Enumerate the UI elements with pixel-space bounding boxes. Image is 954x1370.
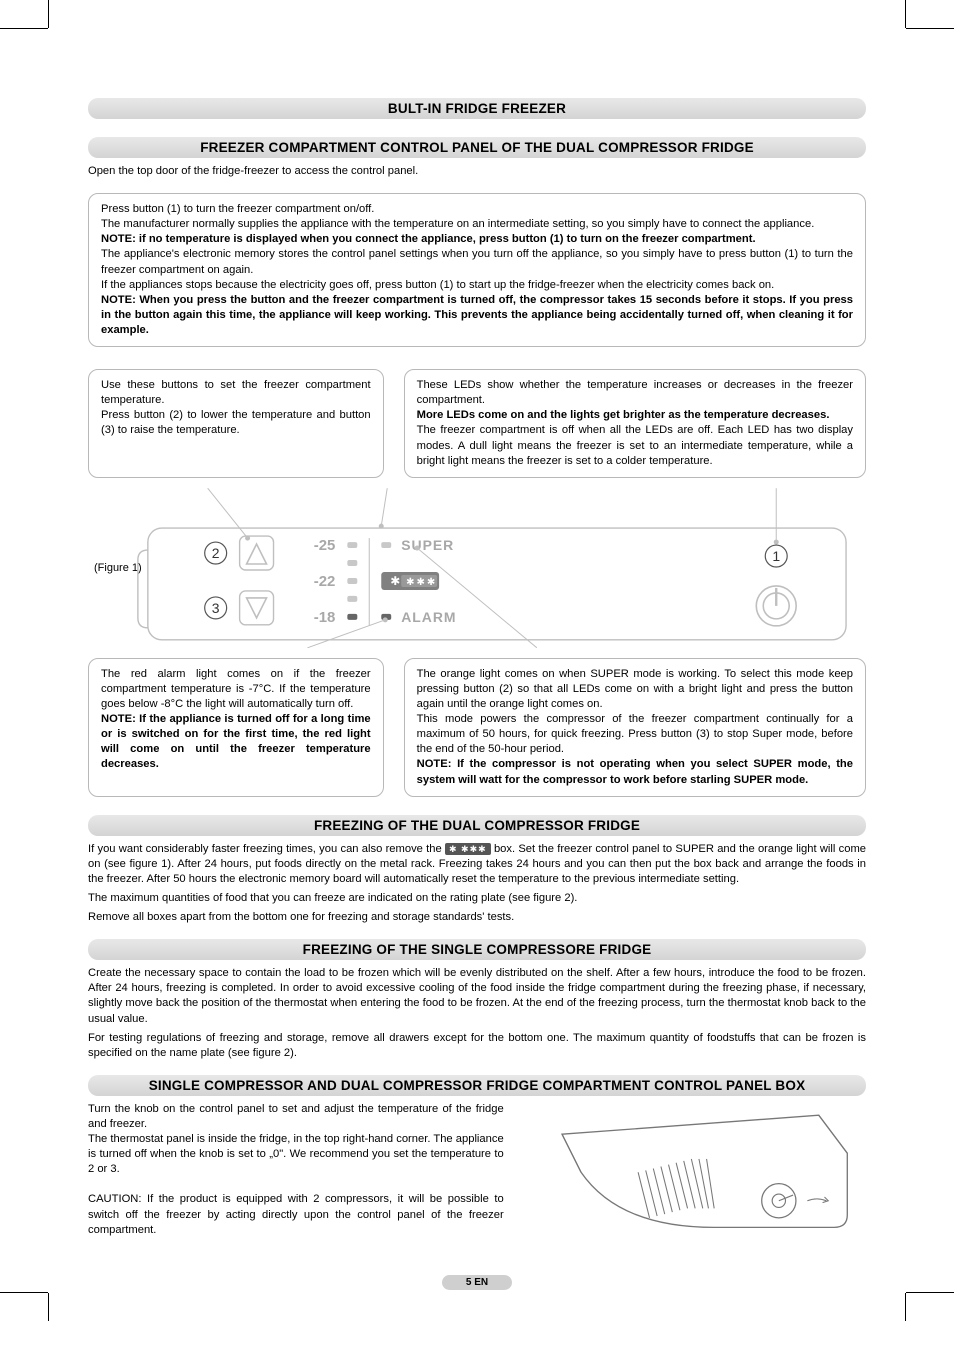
section3-p1: Create the necessary space to contain th… xyxy=(88,966,866,1026)
boxleft2-p2: NOTE: If the appliance is turned off for… xyxy=(101,713,371,770)
box-right-1: These LEDs show whether the temperature … xyxy=(404,369,866,478)
mainbox-note2: NOTE: When you press the button and the … xyxy=(101,294,853,336)
section2-title: FREEZING OF THE DUAL COMPRESSOR FRIDGE xyxy=(88,815,866,836)
super-label: SUPER xyxy=(401,537,454,553)
btn1-label: 1 xyxy=(772,548,780,564)
section4-text: Turn the knob on the control panel to se… xyxy=(88,1102,504,1257)
mainbox-p2: The manufacturer normally supplies the a… xyxy=(101,218,814,230)
mainbox-p1: Press button (1) to turn the freezer com… xyxy=(101,203,374,215)
control-panel-diagram: (Figure 1) 2 3 -25 -22 -18 xyxy=(88,488,866,648)
section3-p2: For testing regulations of freezing and … xyxy=(88,1031,866,1061)
header-title: BULT-IN FRIDGE FREEZER xyxy=(88,98,866,119)
knob-diagram xyxy=(524,1102,866,1257)
section4-p3: CAUTION: If the product is equipped with… xyxy=(88,1192,504,1237)
btn2-label: 2 xyxy=(212,545,220,561)
section4-p2: The thermostat panel is inside the fridg… xyxy=(88,1132,504,1177)
svg-text:✱✱✱: ✱✱✱ xyxy=(406,577,437,588)
section3-title: FREEZING OF THE SINGLE COMPRESSORE FRIDG… xyxy=(88,939,866,960)
stars-icon: ✱ ✱✱✱ xyxy=(445,843,491,855)
boxleft1-p1: Use these buttons to set the freezer com… xyxy=(101,379,371,406)
section2-p3: Remove all boxes apart from the bottom o… xyxy=(88,910,866,925)
alarm-label: ALARM xyxy=(401,609,456,625)
temp-25: -25 xyxy=(314,537,336,554)
page: BULT-IN FRIDGE FREEZER FREEZER COMPARTME… xyxy=(32,40,922,1330)
section2-p1: If you want considerably faster freezing… xyxy=(88,842,866,887)
box-left-2: The red alarm light comes on if the free… xyxy=(88,658,384,797)
main-info-box: Press button (1) to turn the freezer com… xyxy=(88,193,866,347)
temp-22: -22 xyxy=(314,573,336,590)
section2-p2: The maximum quantities of food that you … xyxy=(88,891,866,906)
thermostat-svg xyxy=(524,1102,866,1252)
boxright1-p3: The freezer compartment is off when all … xyxy=(417,424,853,466)
boxleft2-p1: The red alarm light comes on if the free… xyxy=(101,668,371,710)
section4-p1: Turn the knob on the control panel to se… xyxy=(88,1102,504,1132)
page-number: 5 EN xyxy=(442,1275,512,1290)
temp-18: -18 xyxy=(314,609,336,626)
mainbox-p4: If the appliances stops because the elec… xyxy=(101,279,774,291)
section4-title: SINGLE COMPRESSOR AND DUAL COMPRESSOR FR… xyxy=(88,1075,866,1096)
diagram-svg: 2 3 -25 -22 -18 SUPER xyxy=(88,488,866,648)
box-right-2: The orange light comes on when SUPER mod… xyxy=(404,658,866,797)
section1-intro: Open the top door of the fridge-freezer … xyxy=(88,164,866,179)
boxleft1-p2: Press button (2) to lower the temperatur… xyxy=(101,409,371,436)
mainbox-note1: NOTE: if no temperature is displayed whe… xyxy=(101,233,756,245)
box-left-1: Use these buttons to set the freezer com… xyxy=(88,369,384,478)
boxright1-p1: These LEDs show whether the temperature … xyxy=(417,379,853,406)
mainbox-p3: The appliance's electronic memory stores… xyxy=(101,248,853,275)
s2-p1a: If you want considerably faster freezing… xyxy=(88,843,445,855)
btn3-label: 3 xyxy=(212,600,220,616)
svg-text:✱: ✱ xyxy=(390,574,400,588)
section4-row: Turn the knob on the control panel to se… xyxy=(88,1102,866,1257)
boxright2-p2: This mode powers the compressor of the f… xyxy=(417,713,853,755)
section1-title: FREEZER COMPARTMENT CONTROL PANEL OF THE… xyxy=(88,137,866,158)
boxright1-p2: More LEDs come on and the lights get bri… xyxy=(417,409,830,421)
boxright2-p3: NOTE: If the compressor is not operating… xyxy=(417,758,853,785)
boxright2-p1: The orange light comes on when SUPER mod… xyxy=(417,668,853,710)
